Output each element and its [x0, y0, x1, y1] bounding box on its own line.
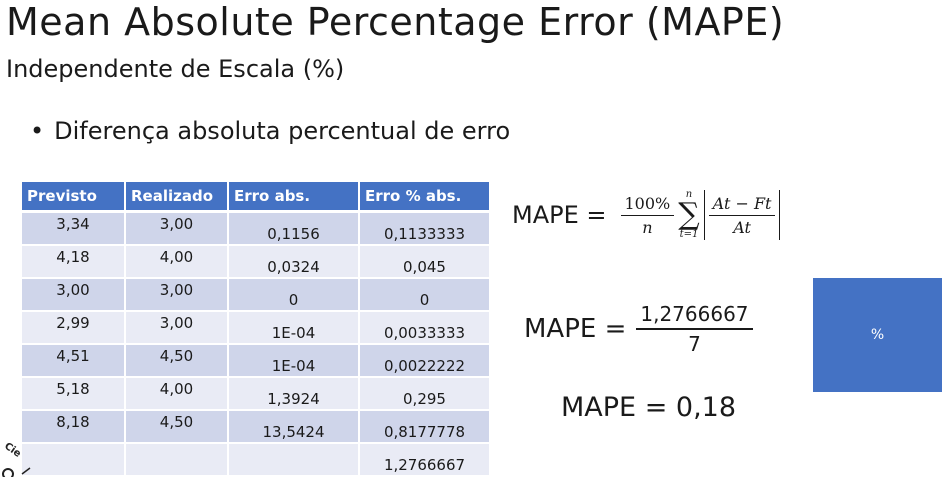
mape-table: Previsto Realizado Erro abs. Erro % abs.… [22, 182, 491, 477]
table-cell: 3,00 [125, 211, 229, 246]
absolute-value: At − Ft At [703, 190, 781, 240]
slide-subtitle: Independente de Escala (%) [6, 55, 345, 83]
summation: n ∑ t=1 [678, 190, 699, 240]
table-cell: 3,34 [22, 211, 126, 246]
table-cell: 5,18 [22, 377, 126, 411]
formula-fraction: 1,2766667 7 [636, 302, 753, 356]
table-cell: 1E-04 [228, 344, 360, 378]
formula-lhs: MAPE = [512, 201, 607, 229]
table-row: 2,99 3,00 1E-04 0,0033333 [22, 311, 491, 345]
table-cell: 4,18 [22, 245, 126, 279]
sum-lower-limit: t=1 [679, 229, 699, 240]
table-cell: 4,50 [125, 344, 229, 378]
table-cell: 4,51 [22, 344, 126, 378]
abs-denominator: At [733, 217, 751, 237]
table-cell: 0,295 [359, 377, 491, 411]
table-cell: 0,8177778 [359, 410, 491, 444]
formula-rhs: 100% n n ∑ t=1 At − Ft At [620, 190, 781, 240]
table-cell: 2,99 [22, 311, 126, 345]
table-cell: 8,18 [22, 410, 126, 444]
table-row: 3,00 3,00 0 0 [22, 278, 491, 312]
column-header-erro-pct-abs: Erro % abs. [359, 182, 491, 213]
table-row-total: 1,2766667 [22, 443, 491, 477]
table-row: 8,18 4,50 13,5424 0,8177778 [22, 410, 491, 444]
table-cell: 3,00 [22, 278, 126, 312]
column-header-realizado: Realizado [125, 182, 229, 213]
sum-upper-limit: n [685, 189, 693, 200]
fraction-denominator: n [642, 217, 653, 237]
table-cell: 0,1156 [228, 211, 360, 246]
table-cell: 0,0324 [228, 245, 360, 279]
table-row: 3,34 3,00 0,1156 0,1133333 [22, 211, 491, 246]
fraction-denominator: 7 [688, 332, 701, 356]
table-row: 4,51 4,50 1E-04 0,0022222 [22, 344, 491, 378]
table-header-row: Previsto Realizado Erro abs. Erro % abs. [22, 182, 491, 213]
sum-icon: ∑ [678, 197, 700, 232]
table-cell: 0,045 [359, 245, 491, 279]
table-cell: 0,1133333 [359, 211, 491, 246]
bullet-text: Diferença absoluta percentual de erro [54, 117, 511, 145]
table-cell: 1E-04 [228, 311, 360, 345]
mape-definition-formula: MAPE = 100% n n ∑ t=1 At − Ft At [512, 190, 781, 240]
table-cell: 4,00 [125, 377, 229, 411]
fraction-numerator: 100% [620, 194, 675, 216]
table-cell: 0 [359, 278, 491, 312]
table-cell [22, 443, 126, 477]
bullet-item: • Diferença absoluta percentual de erro [30, 117, 510, 145]
abs-fraction: At − Ft At [708, 194, 776, 237]
percent-box-label: % [870, 327, 885, 343]
table-cell: 1,3924 [228, 377, 360, 411]
slide-title: Mean Absolute Percentage Error (MAPE) [6, 0, 785, 44]
column-header-erro-abs: Erro abs. [228, 182, 360, 213]
table-row: 4,18 4,00 0,0324 0,045 [22, 245, 491, 279]
table-cell: 0 [228, 278, 360, 312]
mape-result-formula: MAPE = 0,18 [561, 392, 737, 423]
svg-text:Cie: Cie [2, 441, 23, 460]
table-cell: 13,5424 [228, 410, 360, 444]
table-cell [125, 443, 229, 477]
abs-numerator: At − Ft [708, 194, 776, 216]
percent-box: % [813, 278, 942, 392]
stamp-logo: Cie [0, 438, 40, 477]
column-header-previsto: Previsto [22, 182, 126, 213]
mape-calculation-formula: MAPE = 1,2766667 7 [524, 302, 753, 356]
formula-fraction: 100% n [620, 194, 675, 237]
table-cell-total: 1,2766667 [359, 443, 491, 477]
table-cell: 0,0033333 [359, 311, 491, 345]
table-row: 5,18 4,00 1,3924 0,295 [22, 377, 491, 411]
table-cell [228, 443, 360, 477]
table-cell: 3,00 [125, 278, 229, 312]
bullet-icon: • [30, 117, 45, 145]
table-cell: 4,00 [125, 245, 229, 279]
fraction-numerator: 1,2766667 [636, 302, 753, 330]
table-cell: 4,50 [125, 410, 229, 444]
formula-lhs: MAPE = [524, 314, 627, 344]
table-cell: 0,0022222 [359, 344, 491, 378]
table-cell: 3,00 [125, 311, 229, 345]
